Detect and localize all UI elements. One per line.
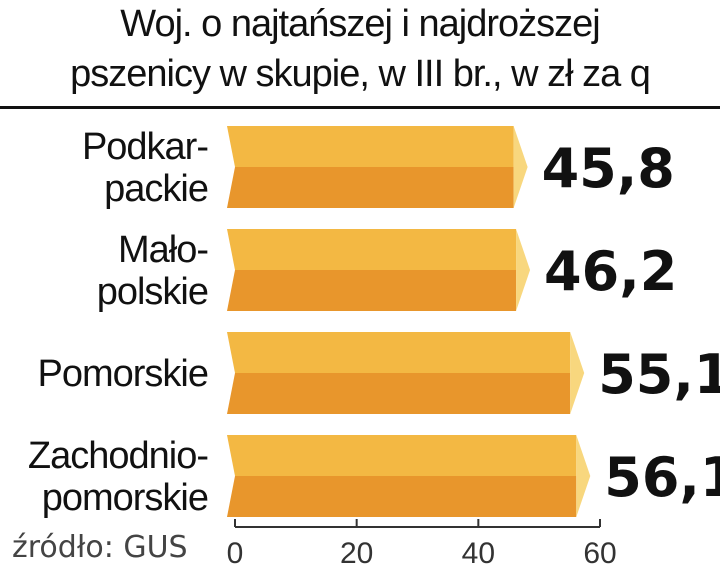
x-tick-label-2: 40 — [462, 537, 495, 570]
chart-title-line-1: Woj. o najtańszej i najdroższej — [120, 3, 600, 45]
bar-bottom-0 — [227, 167, 514, 208]
bar-bottom-1 — [227, 270, 517, 311]
value-label-1: 46,2 — [544, 240, 677, 303]
chart-title-line-2: pszenicy w skupie, w III br., w zł za q — [70, 53, 651, 95]
title-rule — [0, 106, 720, 109]
bar-bottom-3 — [227, 476, 577, 517]
value-label-0: 45,8 — [542, 137, 675, 200]
category-label-1-0: Mało- — [118, 229, 208, 271]
x-tick-label-1: 20 — [340, 537, 373, 570]
bar-top-0 — [227, 126, 514, 167]
bar-top-1 — [227, 229, 517, 270]
bar-top-3 — [227, 435, 577, 476]
category-label-0-1: packie — [104, 168, 208, 210]
bar-end-2 — [570, 332, 585, 414]
bar-end-1 — [516, 229, 531, 311]
category-label-0-0: Podkar- — [82, 126, 208, 168]
bar-end-3 — [576, 435, 591, 517]
category-label-3-0: Zachodnio- — [28, 435, 208, 477]
bar-bottom-2 — [227, 373, 571, 414]
category-label-3-1: pomorskie — [42, 477, 208, 519]
bar-top-2 — [227, 332, 571, 373]
x-tick-label-0: 0 — [227, 537, 244, 570]
category-label-1-1: polskie — [97, 271, 208, 313]
bar-end-0 — [513, 126, 528, 208]
source-note: źródło: GUS — [12, 530, 188, 565]
value-label-2: 55,1 — [598, 343, 720, 406]
category-label-2-0: Pomorskie — [38, 353, 209, 395]
x-tick-label-3: 60 — [583, 537, 616, 570]
value-label-3: 56,1 — [604, 446, 720, 509]
